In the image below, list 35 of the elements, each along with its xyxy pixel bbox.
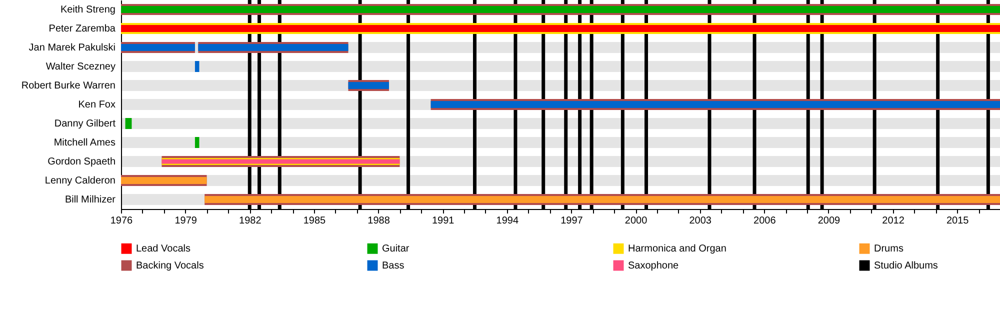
x-tick-label: 1988 — [368, 216, 390, 226]
legend-label: Harmonica and Organ — [628, 244, 726, 255]
legend-label: Backing Vocals — [136, 260, 204, 272]
x-tick-label: 2009 — [818, 216, 841, 226]
bar — [194, 137, 200, 148]
x-tick-label: 1994 — [496, 216, 519, 226]
y-tick-label: Lenny Calderon — [44, 176, 116, 186]
y-tick-label: Danny Gilbert — [54, 118, 116, 130]
legend-label: Lead Vocals — [136, 244, 190, 255]
x-tick-label: 2012 — [882, 216, 905, 226]
x-tick-label: 1985 — [303, 216, 326, 226]
x-tick-label: 1976 — [110, 216, 134, 226]
x-tick-label: 1997 — [560, 216, 584, 226]
y-tick-label: Bill Milhizer — [64, 194, 116, 206]
x-tick-label: 2015 — [946, 216, 970, 226]
legend-label: Saxophone — [628, 260, 680, 272]
y-tick-label: Walter Scezney — [46, 62, 116, 72]
legend-label: Studio Albums — [874, 260, 938, 272]
y-tick-label: Ken Fox — [78, 100, 116, 110]
x-tick-label: 2006 — [754, 216, 776, 226]
x-tick-label: 1982 — [239, 216, 262, 226]
y-tick-label: Jan Marek Pakulski — [28, 42, 116, 54]
legend-label: Drums — [874, 244, 904, 255]
bar — [125, 118, 132, 129]
y-tick-label: Robert Burke Warren — [21, 80, 116, 92]
y-tick-label: Keith Streng — [60, 4, 116, 16]
x-tick-label: 1991 — [432, 216, 455, 226]
x-tick-label: 2003 — [689, 216, 712, 226]
legend-label: Bass — [382, 260, 404, 272]
x-tick-label: 2000 — [624, 216, 648, 226]
legend-label: Guitar — [382, 244, 410, 255]
x-tick-label: 1979 — [174, 216, 198, 226]
y-tick-label: Mitchell Ames — [54, 138, 116, 148]
y-tick-label: Peter Zaremba — [48, 24, 116, 34]
y-tick-label: Gordon Spaeth — [48, 156, 116, 168]
